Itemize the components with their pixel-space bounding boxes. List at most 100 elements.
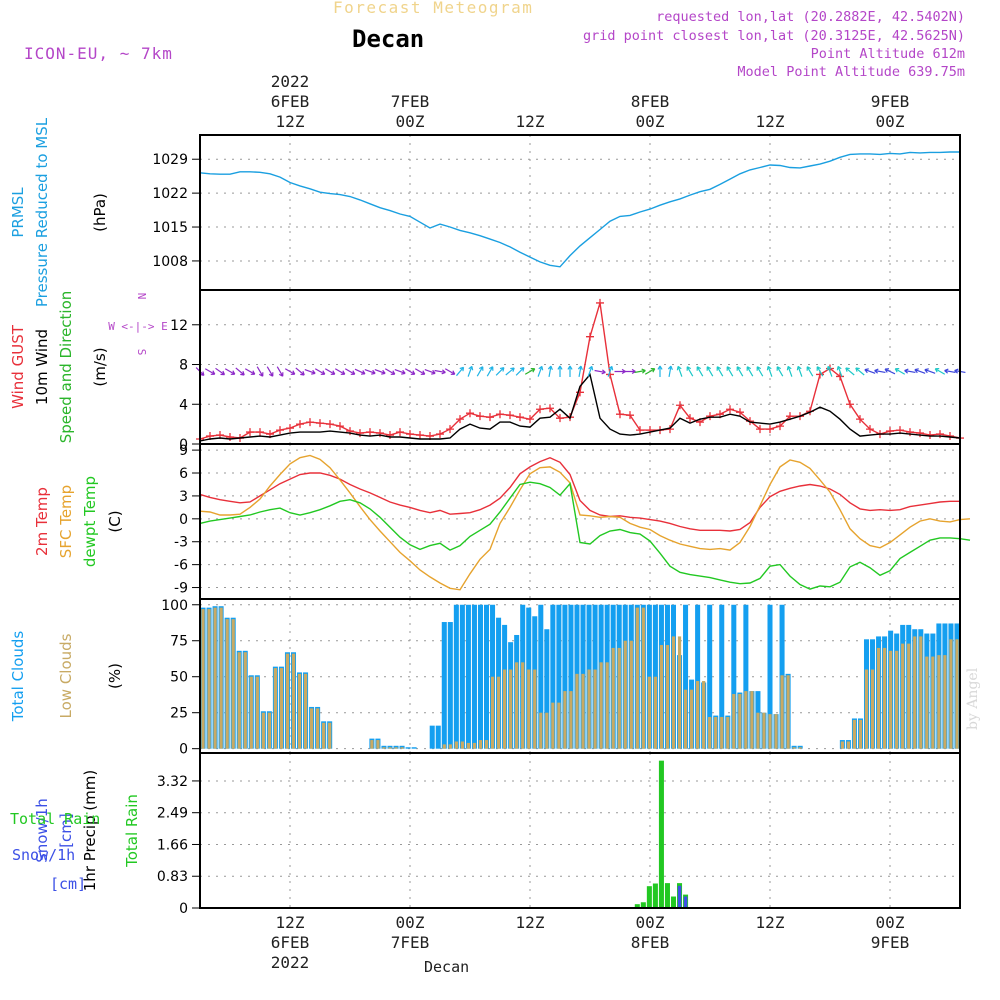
precip-legend-label: [cm] (50, 875, 86, 893)
low-cloud-bar (738, 693, 742, 749)
precip-axis-label: [cm] (57, 813, 75, 848)
clouds-axis-label: Total Clouds (9, 631, 27, 723)
gust-marker (336, 422, 344, 431)
precip-axis-label: Snow/1h (33, 798, 51, 863)
clouds-ytick-label: 75 (170, 634, 188, 650)
low-cloud-bar (328, 722, 332, 749)
footer-location: Decan (424, 958, 470, 976)
gust-marker (396, 428, 404, 437)
top-time-label: 8FEB (631, 92, 670, 111)
low-cloud-bar (726, 717, 730, 749)
temperature-ytick-label: 6 (179, 466, 188, 482)
low-cloud-bar (732, 693, 736, 749)
clouds-axis-label: Low Clouds (57, 633, 75, 718)
low-cloud-bar (207, 609, 211, 749)
precip-axis-label: 1hr Precip (mm) (81, 770, 99, 891)
wind-direction-arrow (266, 366, 274, 377)
gust-marker (726, 405, 734, 414)
low-cloud-bar (472, 742, 477, 749)
low-cloud-bar (545, 712, 549, 749)
low-cloud-bar (659, 645, 664, 749)
total-cloud-bar (731, 604, 737, 749)
gust-marker (476, 412, 484, 421)
clouds-ytick-label: 0 (179, 742, 188, 758)
low-cloud-bar (798, 747, 802, 749)
low-cloud-bar (243, 652, 247, 749)
total-cloud-bar (405, 747, 411, 749)
low-cloud-bar (768, 714, 772, 749)
wind-direction-arrow (607, 365, 614, 377)
low-cloud-bar (780, 675, 784, 749)
gust-marker (366, 428, 374, 437)
low-cloud-bar (882, 647, 887, 749)
total-cloud-bar (471, 604, 477, 749)
grid-point: grid point closest lon,lat (20.3125E, 42… (582, 28, 965, 44)
low-cloud-bar (484, 740, 489, 749)
wind-direction-arrow (726, 366, 734, 377)
wind-direction-arrow (284, 368, 296, 375)
low-cloud-bar (376, 740, 380, 749)
wind-direction-arrow (826, 365, 833, 377)
pressure-ytick-label: 1029 (152, 152, 188, 168)
low-cloud-bar (581, 673, 585, 749)
wind-direction-arrow (634, 368, 646, 374)
gust-marker (486, 413, 494, 422)
bottom-time-label: 12Z (756, 913, 785, 932)
low-cloud-bar (665, 645, 670, 749)
wind-direction-arrow (716, 366, 724, 377)
low-cloud-bar (267, 712, 271, 749)
low-cloud-bar (720, 717, 724, 749)
low-cloud-bar (509, 669, 513, 749)
wind-axis-label: (m/s) (91, 347, 109, 386)
wind-direction-arrow (235, 367, 245, 376)
low-cloud-bar (466, 742, 471, 749)
gust-marker (306, 418, 314, 427)
wind-direction-arrow (766, 365, 773, 377)
total-cloud-bar (381, 745, 387, 749)
low-cloud-bar (714, 717, 718, 749)
bottom-time-label: 9FEB (871, 933, 910, 952)
precip-ytick-label: 0.83 (157, 869, 188, 885)
compass-south: S (135, 349, 148, 356)
low-cloud-bar (677, 636, 682, 749)
gust-marker (246, 428, 254, 437)
low-cloud-bar (575, 673, 579, 749)
low-cloud-bar (219, 607, 223, 749)
low-cloud-bar (671, 636, 676, 749)
low-cloud-bar (943, 655, 947, 749)
bottom-time-label: 00Z (876, 913, 905, 932)
top-time-label: 7FEB (391, 92, 430, 111)
total-cloud-bar (441, 622, 447, 749)
low-cloud-bar (521, 662, 525, 749)
compass-west-east: W <-|-> E (108, 320, 168, 333)
low-cloud-bar (876, 647, 881, 749)
total-cloud-bar (767, 604, 773, 749)
wind-direction-arrow (845, 367, 855, 376)
total-cloud-bar (707, 604, 713, 749)
top-time-label: 9FEB (871, 92, 910, 111)
wind-ytick-label: 0 (179, 437, 188, 453)
wind-direction-arrow (324, 368, 336, 375)
wind-direction-arrow (806, 366, 814, 377)
low-cloud-bar (297, 673, 302, 749)
low-cloud-bar (889, 650, 893, 749)
wind-direction-arrow (244, 368, 256, 375)
wind-axis-label: 10m Wind (33, 329, 51, 405)
precip-axis-label: Total Rain (123, 794, 141, 868)
wind-ytick-label: 12 (170, 318, 188, 334)
pressure-axis-label: Pressure Reduced to MSL (33, 117, 51, 307)
wind-direction-arrow (295, 367, 305, 376)
temperature-ytick-label: 0 (179, 512, 188, 528)
low-cloud-bar (527, 669, 531, 749)
wind-direction-arrow (577, 365, 583, 377)
total-cloud-bar (411, 747, 417, 749)
top-time-label: 00Z (396, 112, 425, 131)
total-cloud-bar (743, 604, 749, 749)
snow-bar (683, 896, 688, 908)
wind-direction-arrow (874, 368, 886, 374)
total-cloud-bar (683, 604, 689, 749)
wind-direction-arrow (334, 368, 346, 375)
low-cloud-bar (285, 653, 290, 749)
top-time-label: 6FEB (271, 92, 310, 111)
